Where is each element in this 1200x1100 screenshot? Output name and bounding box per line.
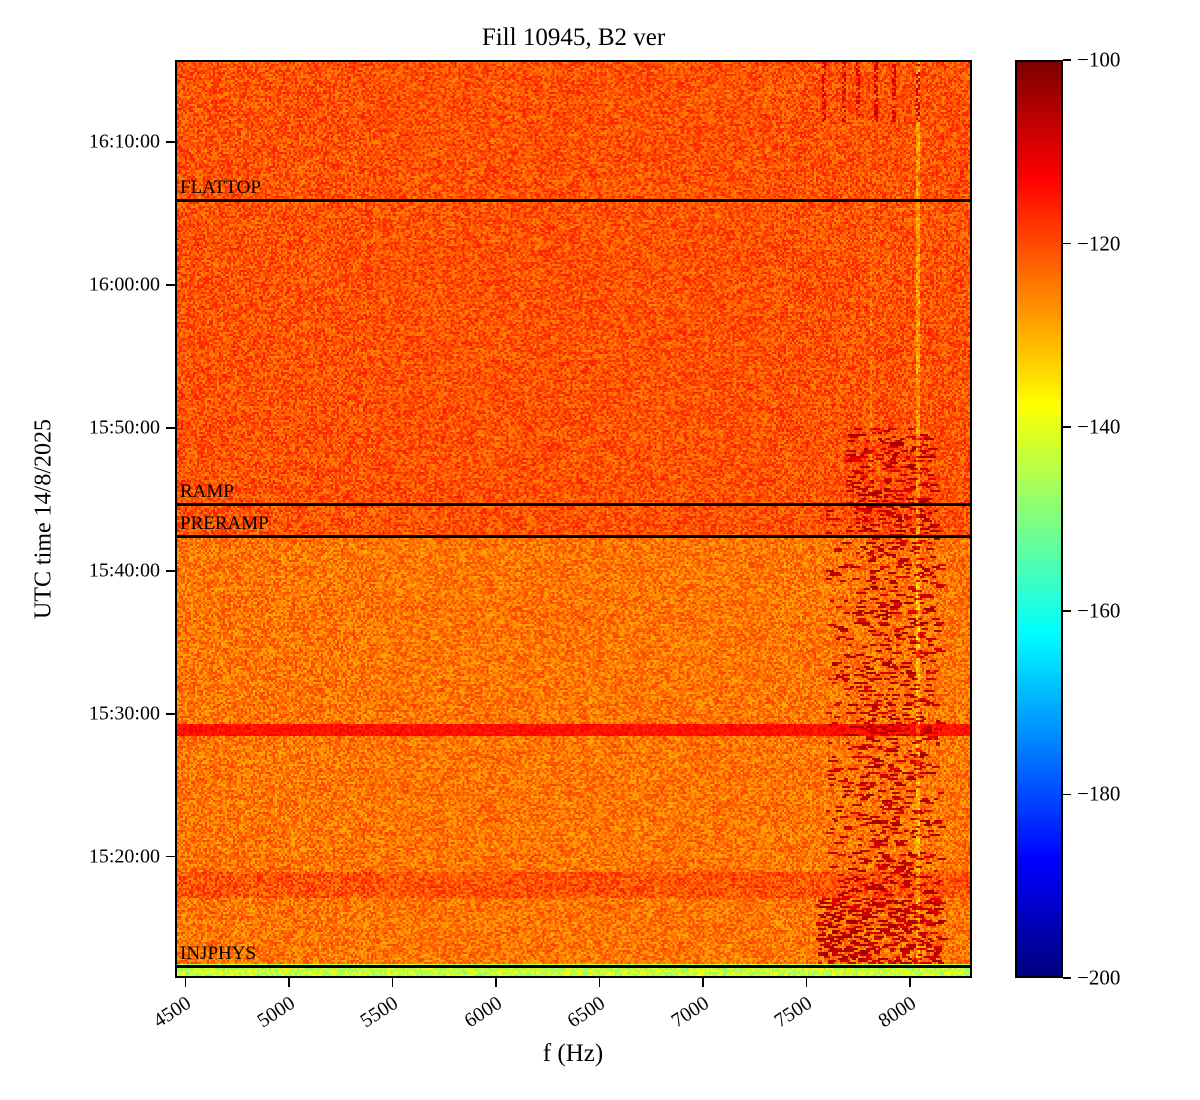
spectrogram-canvas <box>177 62 970 976</box>
annotation-line-preramp <box>177 534 970 538</box>
y-tick-label: 15:40:00 <box>88 559 160 582</box>
colorbar-tick-label: −200 <box>1077 965 1121 990</box>
y-tick-label: 16:10:00 <box>88 130 160 153</box>
x-axis-label: f (Hz) <box>542 1040 604 1067</box>
colorbar-tick-label: −100 <box>1077 47 1121 72</box>
annotation-label-flattop: FLATTOP <box>180 177 261 199</box>
plot-area: FLATTOP RAMP PRERAMP INJPHYS <box>175 60 972 978</box>
colorbar-tick-label: −180 <box>1077 781 1121 806</box>
colorbar <box>1015 60 1063 978</box>
annotation-line-flattop <box>177 198 970 202</box>
annotation-label-injphys: INJPHYS <box>180 943 257 965</box>
colorbar-tick-mark <box>1063 793 1071 796</box>
x-tick-label: 5000 <box>253 992 299 1033</box>
x-tick-label: 5500 <box>356 992 403 1033</box>
y-tick-label: 16:00:00 <box>88 273 160 296</box>
colorbar-gradient <box>1017 62 1061 976</box>
colorbar-tick-mark <box>1063 59 1071 61</box>
y-tick-mark <box>166 712 175 715</box>
x-tick-mark <box>598 978 601 987</box>
colorbar-tick-label: −140 <box>1077 414 1121 439</box>
y-tick-mark <box>166 855 175 858</box>
y-tick-mark <box>166 141 175 143</box>
colorbar-tick-label: −160 <box>1077 598 1121 623</box>
annotation-line-injphys <box>177 964 970 968</box>
x-tick-mark <box>909 978 911 987</box>
x-tick-mark <box>805 978 808 987</box>
x-tick-mark <box>288 978 290 987</box>
x-tick-label: 7500 <box>770 992 817 1033</box>
annotation-label-ramp: RAMP <box>180 481 234 503</box>
x-tick-mark <box>495 978 497 987</box>
colorbar-tick-mark <box>1063 977 1071 979</box>
colorbar-tick-mark <box>1063 242 1071 245</box>
y-tick-mark <box>166 284 175 286</box>
annotation-label-preramp: PRERAMP <box>180 513 269 535</box>
colorbar-tick-mark <box>1063 426 1071 429</box>
x-tick-mark <box>184 978 187 987</box>
y-tick-label: 15:20:00 <box>88 845 160 868</box>
x-tick-mark <box>391 978 394 987</box>
x-tick-label: 6000 <box>460 992 506 1033</box>
colorbar-tick-mark <box>1063 610 1071 612</box>
y-tick-label: 15:30:00 <box>88 702 160 725</box>
x-tick-label: 8000 <box>874 992 920 1033</box>
annotation-line-ramp <box>177 502 970 506</box>
x-tick-label: 4500 <box>149 992 196 1033</box>
colorbar-tick-label: −120 <box>1077 231 1121 256</box>
x-tick-mark <box>702 978 704 987</box>
y-tick-label: 15:50:00 <box>88 416 160 439</box>
y-axis-label: UTC time 14/8/2025 <box>30 419 57 619</box>
chart-title: Fill 10945, B2 ver <box>481 24 666 51</box>
x-tick-label: 7000 <box>667 992 713 1033</box>
y-tick-mark <box>166 570 175 572</box>
x-tick-label: 6500 <box>563 992 610 1033</box>
y-tick-mark <box>166 427 175 429</box>
